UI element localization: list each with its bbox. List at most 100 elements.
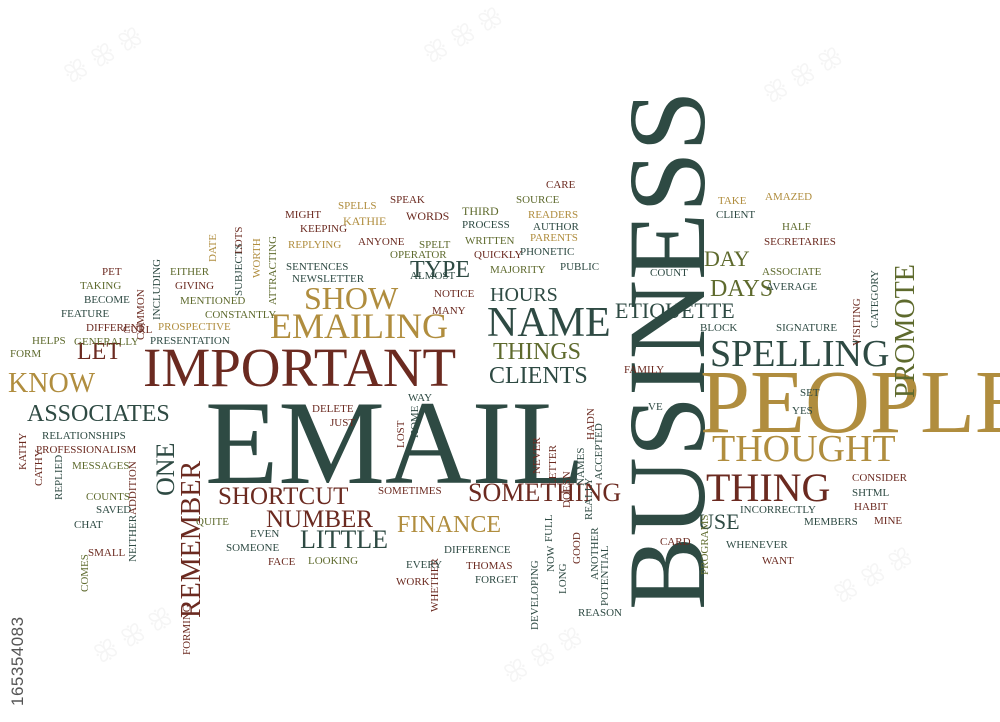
word-promote: PROMOTE (890, 264, 921, 398)
word-parents: PARENTS (530, 232, 578, 244)
word-clients: CLIENTS (489, 363, 588, 389)
word-use: USE (698, 509, 740, 534)
watermark-pattern: ꕥ ꕥ ꕥ (757, 40, 849, 110)
word-know: KNOW (8, 368, 96, 399)
word-giving: GIVING (175, 280, 215, 292)
word-developing: DEVELOPING (529, 560, 541, 630)
word-count: COUNT (650, 267, 688, 279)
word-block: BLOCK (700, 322, 738, 334)
word-almost: ALMOST (410, 270, 456, 282)
word-including: INCLUDING (151, 258, 163, 320)
word-notice: NOTICE (434, 288, 475, 300)
word-yes: YES (792, 405, 813, 417)
word-quickly: QUICKLY (474, 249, 523, 261)
word-potential: POTENTIAL (599, 545, 611, 607)
word-source: SOURCE (516, 194, 560, 206)
word-full: FULL (543, 514, 555, 543)
word-speak: SPEAK (390, 194, 425, 206)
word-professionalism: PROFESSIONALISM (36, 444, 137, 456)
word-generally: GENERALLY (74, 336, 139, 348)
word-readers: READERS (528, 209, 579, 221)
word-long: LONG (557, 563, 569, 594)
word-days: DAYS (710, 276, 774, 302)
word-spells: SPELLS (338, 200, 377, 212)
word-either: EITHER (170, 266, 210, 278)
word-difference: DIFFERENCE (444, 544, 511, 556)
word-signature: SIGNATURE (776, 322, 838, 334)
word-forming: FORMING (181, 604, 193, 655)
word-many: MANY (432, 305, 466, 317)
word-ve: VE (648, 401, 663, 413)
word-name: NAME (487, 300, 611, 346)
word-worth: WORTH (251, 238, 263, 278)
word-constantly: CONSTANTLY (205, 309, 277, 321)
word-keeping: KEEPING (300, 223, 348, 235)
stock-id-label: 165354083 (8, 616, 27, 706)
word-delete: DELETE (312, 403, 354, 415)
word-want: WANT (762, 555, 794, 567)
word-little: LITTLE (300, 525, 389, 554)
watermark-pattern: ꕥ ꕥ ꕥ (57, 20, 149, 90)
word-whenever: WHENEVER (726, 539, 788, 551)
word-neither: NEITHER (127, 514, 139, 562)
word-messages: MESSAGES (72, 460, 130, 472)
word-lost: LOST (395, 420, 407, 449)
word-phonetic: PHONETIC (520, 246, 575, 258)
word-people: PEOPLE (700, 353, 1000, 452)
word-third: THIRD (462, 204, 499, 218)
word-habit: HABIT (854, 501, 888, 513)
word-small: SMALL (88, 547, 126, 559)
word-helps: HELPS (32, 335, 66, 347)
word-amazed: AMAZED (765, 191, 813, 203)
word-associate: ASSOCIATE (762, 266, 822, 278)
word-counts: COUNTS (86, 491, 131, 503)
word-finance: FINANCE (397, 512, 502, 538)
word-saved: SAVED (96, 504, 132, 516)
word-mine: MINE (874, 515, 903, 527)
word-every: EVERY (406, 559, 443, 571)
word-shortcut: SHORTCUT (218, 483, 349, 510)
word-kathy: KATHY (17, 432, 29, 470)
watermark-pattern: ꕥ ꕥ ꕥ (827, 540, 919, 610)
word-home: HOME (409, 405, 421, 438)
word-let: LET (77, 339, 121, 365)
word-presentation: PRESENTATION (150, 335, 230, 347)
word-become: BECOME (84, 294, 130, 306)
word-spelt: SPELT (419, 239, 451, 251)
word-members: MEMBERS (804, 516, 858, 528)
word-take: TAKE (718, 195, 747, 207)
word-really: REALLY (583, 477, 595, 520)
word-good: GOOD (571, 532, 583, 564)
word-operator: OPERATOR (390, 249, 447, 261)
word-half: HALF (782, 221, 811, 233)
word-email: EMAIL (205, 376, 585, 509)
word-secretaries: SECRETARIES (764, 236, 836, 248)
word-sentences: SENTENCES (286, 261, 349, 273)
word-just: JUST (330, 417, 356, 429)
word-sometimes: SOMETIMES (378, 485, 442, 497)
word-emailing: EMAILING (270, 306, 448, 346)
word-never: NEVER (531, 437, 543, 474)
word-taking: TAKING (80, 280, 122, 292)
word-associates: ASSOCIATES (27, 401, 170, 427)
word-remember: REMEMBER (176, 460, 207, 618)
watermark-pattern: ꕥ ꕥ ꕥ (497, 620, 589, 690)
word-doesn: DOESN (561, 471, 573, 508)
watermark-pattern: ꕥ ꕥ ꕥ (417, 0, 509, 70)
word-something: SOMETHING (468, 478, 622, 507)
word-day: DAY (704, 246, 750, 271)
word-quite: QUITE (196, 516, 229, 528)
word-face: FACE (268, 556, 296, 568)
word-prospective: PROSPECTIVE (158, 321, 231, 333)
word-type: TYPE (410, 257, 470, 283)
word-thomas: THOMAS (466, 560, 513, 572)
word-cathy: CATHY (33, 449, 45, 486)
word-consider: CONSIDER (852, 472, 908, 484)
word-number: NUMBER (266, 506, 373, 533)
word-visiting: VISITING (851, 298, 863, 346)
word-category: CATEGORY (869, 269, 881, 328)
word-one: ONE (151, 442, 180, 496)
word-public: PUBLIC (560, 261, 600, 273)
word-show: SHOW (304, 280, 399, 316)
